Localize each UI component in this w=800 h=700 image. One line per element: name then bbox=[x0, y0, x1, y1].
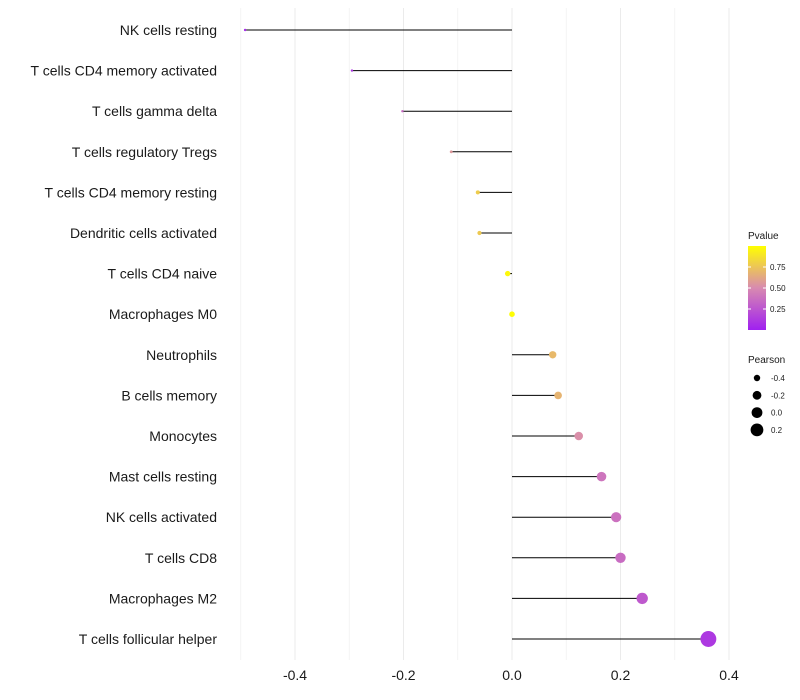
category-label: Mast cells resting bbox=[109, 469, 217, 485]
x-tick-label: -0.4 bbox=[283, 667, 307, 683]
lollipop-dot bbox=[509, 311, 515, 318]
lollipop-dot bbox=[574, 431, 584, 441]
lollipop-dots bbox=[243, 28, 717, 647]
category-label: Monocytes bbox=[149, 428, 217, 444]
category-label: B cells memory bbox=[121, 387, 217, 403]
x-tick-label: 0.4 bbox=[719, 667, 739, 683]
lollipop-dot bbox=[350, 69, 354, 72]
lollipop-dot bbox=[475, 190, 480, 195]
pvalue-legend-ticks: 0.25 0.50 0.75 bbox=[748, 263, 786, 314]
colorbar-tick-label: 0.75 bbox=[770, 263, 786, 272]
pearson-legend-label: -0.2 bbox=[771, 391, 785, 400]
grid-lines bbox=[240, 8, 730, 660]
pearson-legend-title: Pearson bbox=[748, 355, 785, 366]
pvalue-colorbar bbox=[748, 246, 766, 330]
lollipop-dot bbox=[636, 592, 648, 605]
category-label: Dendritic cells activated bbox=[70, 225, 217, 241]
category-label: T cells CD4 memory resting bbox=[45, 184, 217, 200]
category-label: T cells follicular helper bbox=[79, 631, 218, 647]
lollipop-dot bbox=[243, 28, 247, 32]
lollipop-dot bbox=[615, 552, 626, 563]
lollipop-dot bbox=[611, 512, 622, 523]
category-label: Macrophages M0 bbox=[109, 306, 217, 322]
pearson-legend-label: -0.4 bbox=[771, 374, 785, 383]
lollipop-dot bbox=[548, 351, 557, 359]
category-labels: NK cells resting T cells CD4 memory activ… bbox=[31, 22, 218, 647]
lollipop-dot bbox=[477, 230, 482, 236]
category-label: Macrophages M2 bbox=[109, 590, 217, 606]
category-label: T cells CD8 bbox=[145, 550, 217, 566]
pearson-legend-label: 0.0 bbox=[771, 409, 783, 418]
x-axis-tick-labels: -0.4 -0.2 0.0 0.2 0.4 bbox=[283, 667, 739, 683]
category-label: T cells gamma delta bbox=[92, 103, 217, 119]
lollipop-dot bbox=[596, 471, 607, 482]
lollipop-dot bbox=[401, 110, 404, 113]
lollipop-stems bbox=[245, 29, 709, 640]
lollipop-dot bbox=[700, 631, 717, 647]
pvalue-legend: Pvalue 0.25 0.50 0.75 bbox=[748, 231, 786, 330]
pearson-legend-dot bbox=[753, 374, 761, 382]
pearson-legend-dot bbox=[750, 423, 764, 437]
pvalue-legend-title: Pvalue bbox=[748, 231, 779, 242]
lollipop-dot bbox=[449, 150, 453, 154]
x-tick-label: 0.2 bbox=[611, 667, 631, 683]
category-label: T cells CD4 naive bbox=[108, 266, 218, 282]
category-label: T cells regulatory Tregs bbox=[72, 144, 217, 160]
pearson-legend-dot bbox=[752, 390, 762, 400]
category-label: NK cells activated bbox=[106, 509, 217, 525]
pearson-legend-label: 0.2 bbox=[771, 426, 783, 435]
pearson-legend-dot bbox=[751, 407, 763, 418]
colorbar-tick-label: 0.50 bbox=[770, 284, 786, 293]
pearson-legend: Pearson -0.4 -0.2 0.0 0.2 bbox=[748, 355, 785, 437]
category-label: Neutrophils bbox=[146, 347, 217, 363]
category-label: NK cells resting bbox=[120, 22, 217, 38]
lollipop-dot bbox=[554, 391, 562, 400]
lollipop-dot bbox=[504, 270, 511, 277]
x-tick-label: -0.2 bbox=[391, 667, 415, 683]
colorbar-tick-label: 0.25 bbox=[770, 305, 786, 314]
x-tick-label: 0.0 bbox=[502, 667, 522, 683]
pearson-legend-items: -0.4 -0.2 0.0 0.2 bbox=[750, 374, 785, 437]
category-label: T cells CD4 memory activated bbox=[31, 63, 217, 79]
